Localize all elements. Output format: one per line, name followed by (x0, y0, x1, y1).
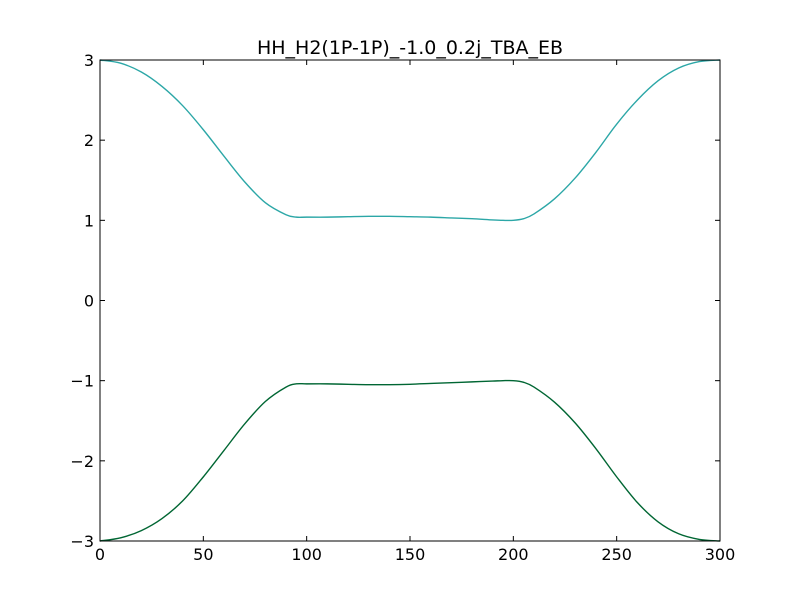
y-tick-label: 0 (84, 292, 94, 311)
x-tick-label: 150 (395, 545, 426, 564)
x-tick-label: 250 (601, 545, 632, 564)
series-line-2 (99, 379, 721, 542)
y-tick-label: 3 (84, 51, 94, 70)
series-line-1 (99, 59, 721, 222)
x-tick-label: 200 (498, 545, 529, 564)
y-tick-label: −3 (70, 532, 94, 551)
y-tick-label: −1 (70, 372, 94, 391)
x-tick-label: 100 (291, 545, 322, 564)
y-tick-label: −2 (70, 452, 94, 471)
series-layer (99, 59, 721, 542)
y-tick-label: 1 (84, 211, 94, 230)
chart-title: HH_H2(1P-1P)_-1.0_0.2j_TBA_EB (257, 37, 563, 59)
x-tick-label: 0 (95, 545, 105, 564)
x-tick-label: 50 (193, 545, 213, 564)
plot-frame (99, 59, 721, 542)
y-tick-label: 2 (84, 131, 94, 150)
x-tick-label: 300 (705, 545, 736, 564)
